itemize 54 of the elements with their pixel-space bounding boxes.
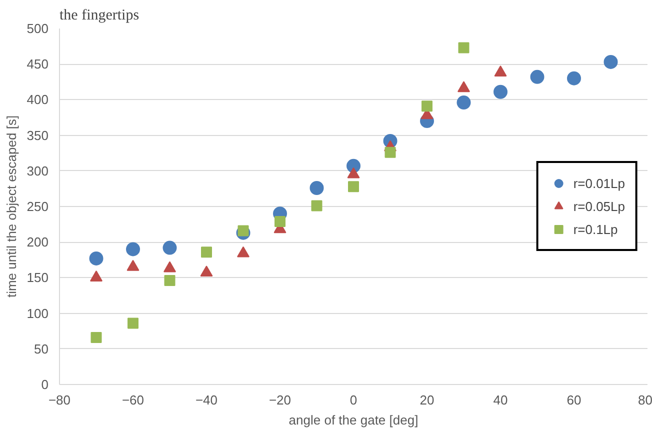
- x-tick-label: −60: [122, 392, 144, 408]
- point: [604, 54, 618, 69]
- point: [238, 225, 249, 236]
- y-tick-label: 50: [34, 341, 49, 356]
- point: [530, 70, 544, 84]
- point: [164, 261, 176, 272]
- point: [422, 100, 432, 112]
- y-axis-title: time until the object escaped [s]: [4, 115, 19, 298]
- y-tick-label: 100: [26, 306, 49, 321]
- point: [126, 260, 140, 271]
- x-tick-label: −20: [268, 392, 292, 408]
- legend-label: r=0.01Lp: [573, 176, 625, 190]
- point: [494, 66, 507, 76]
- point: [458, 42, 470, 54]
- y-tick-label: 500: [26, 21, 49, 36]
- y-tick-label: 300: [26, 163, 49, 178]
- point: [162, 240, 177, 255]
- point: [89, 251, 104, 266]
- point: [90, 332, 102, 344]
- y-tick-label: 400: [26, 92, 49, 108]
- x-axis-title: angle of the gate [deg]: [288, 412, 418, 428]
- x-tick-label: 40: [493, 392, 508, 408]
- point: [311, 200, 322, 212]
- point: [90, 270, 102, 282]
- x-tick-label: −80: [48, 392, 71, 408]
- point: [348, 181, 359, 192]
- x-tick-label: 60: [566, 392, 582, 408]
- y-tick-label: 150: [26, 270, 49, 286]
- point: [458, 81, 470, 92]
- y-tick-label: 450: [26, 56, 49, 72]
- x-tick-label: 0: [350, 392, 358, 408]
- point: [126, 242, 140, 256]
- point: [456, 96, 471, 110]
- x-tick-label: −40: [195, 392, 218, 408]
- x-tick-label: 20: [420, 392, 434, 408]
- point: [384, 146, 396, 158]
- y-tick-label: 250: [26, 199, 49, 214]
- point: [128, 318, 138, 329]
- point: [237, 246, 250, 258]
- point: [201, 246, 212, 258]
- point: [164, 275, 176, 286]
- point: [200, 266, 213, 277]
- point: [274, 216, 286, 227]
- point: [310, 181, 324, 195]
- legend-label: r=0.1Lp: [573, 222, 618, 236]
- point: [347, 167, 360, 178]
- y-tick-label: 0: [41, 377, 49, 392]
- y-tick-label: 350: [26, 128, 49, 143]
- y-tick-label: 200: [26, 234, 49, 250]
- legend-label: r=0.05Lp: [573, 198, 625, 214]
- x-tick-label: 80: [638, 392, 652, 408]
- text: the fingertips: [60, 8, 140, 24]
- point: [567, 71, 581, 86]
- point: [494, 84, 508, 99]
